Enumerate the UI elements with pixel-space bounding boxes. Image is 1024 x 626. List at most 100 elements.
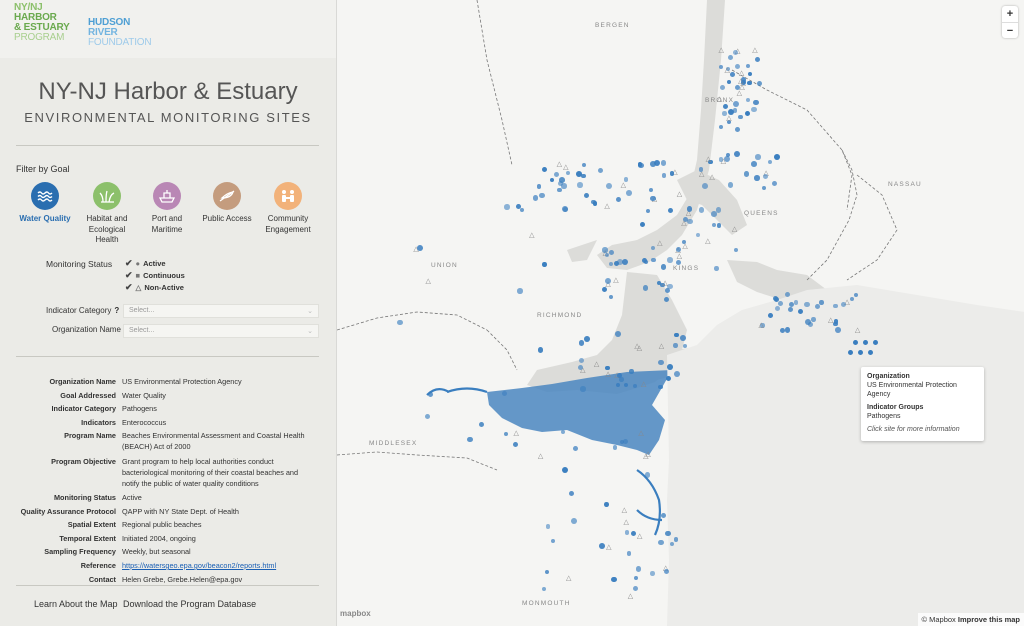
active-site-marker[interactable]	[613, 260, 619, 266]
active-site-marker[interactable]	[698, 166, 704, 172]
active-site-marker[interactable]	[752, 99, 759, 106]
active-site-marker[interactable]	[580, 386, 586, 392]
active-site-marker[interactable]	[636, 566, 642, 572]
active-site-marker[interactable]	[873, 340, 878, 345]
inactive-site-marker[interactable]: △	[605, 371, 611, 379]
active-site-marker[interactable]	[763, 173, 769, 179]
active-site-marker[interactable]	[630, 531, 636, 537]
active-site-marker[interactable]	[804, 301, 810, 308]
inactive-site-marker[interactable]: △	[621, 506, 628, 514]
active-site-marker[interactable]	[762, 186, 767, 191]
active-site-marker[interactable]	[674, 332, 679, 338]
active-site-marker[interactable]	[833, 321, 838, 327]
active-site-marker[interactable]	[747, 71, 753, 76]
active-site-marker[interactable]	[604, 278, 611, 285]
inactive-site-marker[interactable]: △	[606, 544, 612, 552]
goal-community[interactable]: Community Engagement	[258, 182, 318, 235]
active-site-marker[interactable]	[658, 540, 664, 546]
inactive-site-marker[interactable]: △	[640, 380, 647, 388]
inactive-site-marker[interactable]: △	[682, 243, 688, 251]
inactive-site-marker[interactable]: △	[705, 156, 711, 164]
active-site-marker[interactable]	[715, 207, 722, 213]
inactive-site-marker[interactable]: △	[724, 67, 730, 75]
active-site-marker[interactable]	[784, 327, 791, 334]
active-site-marker[interactable]	[755, 57, 761, 63]
inactive-site-marker[interactable]: △	[623, 519, 629, 527]
inactive-site-marker[interactable]: △	[844, 298, 850, 306]
active-site-marker[interactable]	[504, 204, 510, 210]
active-site-marker[interactable]	[695, 232, 700, 237]
active-site-marker[interactable]	[599, 543, 606, 549]
inactive-site-marker[interactable]: △	[662, 280, 668, 288]
active-site-marker[interactable]	[673, 537, 679, 543]
active-site-marker[interactable]	[686, 206, 693, 212]
active-site-marker[interactable]	[624, 530, 630, 535]
active-site-marker[interactable]	[751, 107, 757, 113]
inactive-site-marker[interactable]: △	[718, 47, 724, 55]
active-site-marker[interactable]	[537, 347, 543, 353]
inactive-site-marker[interactable]: △	[627, 593, 634, 601]
inactive-site-marker[interactable]: △	[676, 252, 683, 260]
active-site-marker[interactable]	[570, 517, 577, 524]
active-site-marker[interactable]	[664, 297, 670, 303]
active-site-marker[interactable]	[554, 172, 560, 178]
inactive-site-marker[interactable]: △	[676, 191, 683, 199]
active-site-marker[interactable]	[650, 571, 655, 576]
active-site-marker[interactable]	[467, 437, 473, 443]
active-site-marker[interactable]	[733, 49, 738, 55]
active-site-marker[interactable]	[639, 222, 646, 228]
active-site-marker[interactable]	[501, 391, 507, 397]
active-site-marker[interactable]	[559, 177, 565, 183]
active-site-marker[interactable]	[716, 223, 722, 228]
active-site-marker[interactable]	[680, 335, 686, 342]
inactive-site-marker[interactable]: △	[658, 343, 665, 351]
active-site-marker[interactable]	[664, 288, 670, 294]
active-site-marker[interactable]	[863, 340, 868, 345]
goal-public-access[interactable]: Public Access	[197, 182, 257, 225]
active-site-marker[interactable]	[771, 180, 777, 186]
active-site-marker[interactable]	[726, 153, 731, 158]
active-site-marker[interactable]	[729, 72, 735, 77]
active-site-marker[interactable]	[734, 84, 741, 91]
active-site-marker[interactable]	[772, 295, 778, 301]
active-site-marker[interactable]	[733, 150, 740, 157]
inactive-site-marker[interactable]: △	[566, 574, 572, 582]
active-site-marker[interactable]	[714, 266, 719, 271]
active-site-marker[interactable]	[650, 257, 656, 263]
active-site-marker[interactable]	[660, 282, 665, 288]
inactive-site-marker[interactable]: △	[763, 170, 768, 177]
active-site-marker[interactable]	[768, 313, 774, 318]
inactive-site-marker[interactable]: △	[681, 220, 687, 228]
organization-name-select[interactable]: Select... ⌄	[123, 324, 319, 338]
active-site-marker[interactable]	[658, 385, 663, 390]
active-site-marker[interactable]	[784, 291, 790, 297]
active-site-marker[interactable]	[633, 384, 638, 389]
active-site-marker[interactable]	[513, 442, 519, 447]
active-site-marker[interactable]	[622, 439, 629, 445]
inactive-site-marker[interactable]: △	[614, 372, 619, 379]
active-site-marker[interactable]	[710, 211, 717, 217]
inactive-site-marker[interactable]: △	[605, 281, 611, 289]
active-site-marker[interactable]	[427, 391, 433, 397]
mapbox-logo[interactable]: mapbox	[340, 609, 371, 618]
active-site-marker[interactable]	[733, 247, 739, 253]
active-site-marker[interactable]	[814, 303, 821, 309]
active-site-marker[interactable]	[608, 261, 614, 267]
inactive-site-marker[interactable]: △	[705, 237, 711, 245]
inactive-site-marker[interactable]: △	[593, 360, 600, 368]
active-site-marker[interactable]	[539, 192, 545, 199]
active-site-marker[interactable]	[733, 101, 740, 108]
inactive-site-marker[interactable]: △	[709, 173, 715, 181]
active-site-marker[interactable]	[616, 197, 622, 203]
active-site-marker[interactable]	[811, 317, 816, 322]
download-database-link[interactable]: Download the Program Database	[123, 599, 257, 609]
inactive-site-marker[interactable]: △	[738, 69, 745, 77]
active-site-marker[interactable]	[675, 259, 682, 266]
active-site-marker[interactable]	[661, 264, 667, 270]
inactive-site-marker[interactable]: △	[758, 321, 764, 329]
active-site-marker[interactable]	[551, 538, 556, 543]
active-site-marker[interactable]	[854, 293, 859, 298]
active-site-marker[interactable]	[665, 376, 671, 382]
active-site-marker[interactable]	[834, 326, 841, 333]
active-site-marker[interactable]	[541, 586, 547, 592]
